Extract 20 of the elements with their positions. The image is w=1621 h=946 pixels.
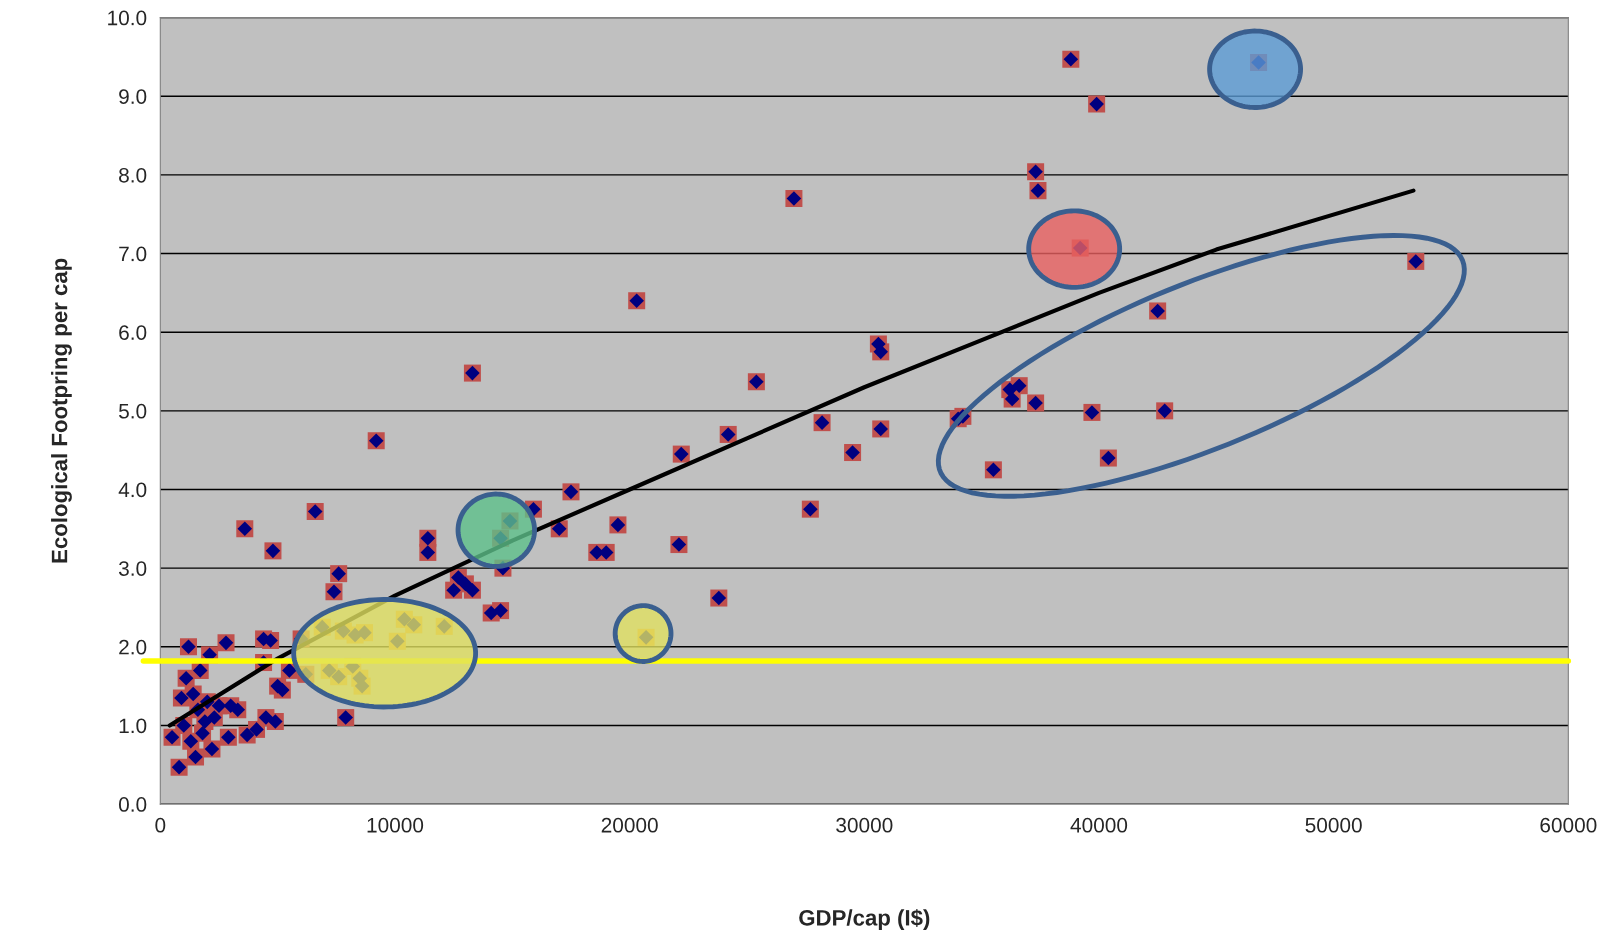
y-tick-label: 1.0 (119, 718, 147, 734)
y-tick-label: 3.0 (118, 561, 147, 576)
y-tick-label: 8.0 (119, 167, 147, 183)
y-tick-label: 5.0 (119, 403, 147, 419)
y-tick-label: 9.0 (119, 89, 147, 104)
x-tick-label: 40000 (1070, 817, 1128, 833)
x-tick-label: 10000 (367, 817, 424, 833)
x-axis-title: GDP/cap (I$) (799, 908, 930, 931)
x-tick-label: 50000 (1305, 817, 1362, 833)
x-tick-label: 20000 (601, 817, 658, 833)
y-tick-label: 0.0 (118, 797, 147, 812)
y-axis-title: Ecological Footpring per cap (51, 258, 72, 563)
y-tick-label: 7.0 (119, 246, 147, 262)
x-tick-label: 60000 (1540, 817, 1597, 833)
x-tick-label: 30000 (836, 817, 893, 833)
x-tick-label: 0 (155, 817, 166, 833)
y-tick-label: 6.0 (119, 325, 147, 340)
y-tick-label: 10.0 (108, 10, 147, 26)
y-tick-label: 4.0 (118, 482, 147, 498)
y-tick-label: 2.0 (119, 639, 147, 655)
